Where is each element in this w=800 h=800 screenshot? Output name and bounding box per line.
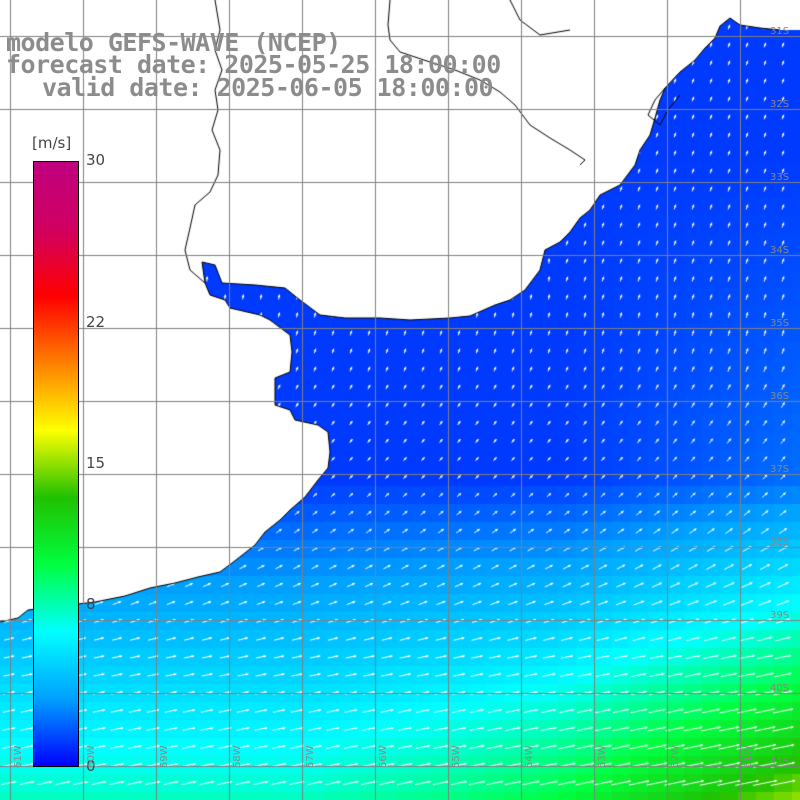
longitude-label: 57W bbox=[305, 745, 316, 768]
colorbar-tick-label: 0 bbox=[86, 757, 96, 775]
colorbar bbox=[33, 161, 79, 767]
latitude-label: 34S bbox=[770, 245, 790, 256]
longitude-label: 51W bbox=[743, 745, 754, 768]
longitude-label: 56W bbox=[378, 745, 389, 768]
latitude-label: 41S bbox=[770, 756, 790, 767]
colorbar-tick-label: 30 bbox=[86, 151, 106, 169]
latitude-label: 36S bbox=[770, 391, 790, 402]
longitude-label: 58W bbox=[232, 745, 243, 768]
longitude-label: 52W bbox=[670, 745, 681, 768]
latitude-label: 40S bbox=[770, 683, 790, 694]
colorbar-tick-label: 22 bbox=[86, 312, 106, 331]
colorbar-unit-label: [m/s] bbox=[32, 134, 72, 152]
forecast-date: forecast date: 2025-05-25 18:00:00 bbox=[6, 50, 501, 79]
latitude-label: 33S bbox=[770, 172, 790, 183]
colorbar-tick-label: 15 bbox=[86, 454, 106, 472]
latitude-label: 39S bbox=[770, 610, 790, 621]
longitude-label: 61W bbox=[13, 745, 24, 768]
longitude-label: 59W bbox=[159, 745, 170, 768]
colorbar-tick-label: 8 bbox=[86, 595, 96, 614]
longitude-label: 60W bbox=[86, 745, 97, 768]
valid-date: valid date: 2025-06-05 18:00:00 bbox=[42, 73, 494, 102]
longitude-label: 54W bbox=[524, 745, 535, 768]
longitude-label: 53W bbox=[597, 745, 608, 768]
latitude-label: 38S bbox=[770, 537, 790, 548]
longitude-label: 55W bbox=[451, 745, 462, 768]
latitude-label: 37S bbox=[770, 464, 790, 475]
latitude-label: 32S bbox=[770, 99, 790, 110]
model-title: modelo GEFS-WAVE (NCEP) bbox=[6, 28, 341, 57]
latitude-label: 35S bbox=[770, 318, 790, 329]
latitude-label: 31S bbox=[770, 26, 790, 37]
